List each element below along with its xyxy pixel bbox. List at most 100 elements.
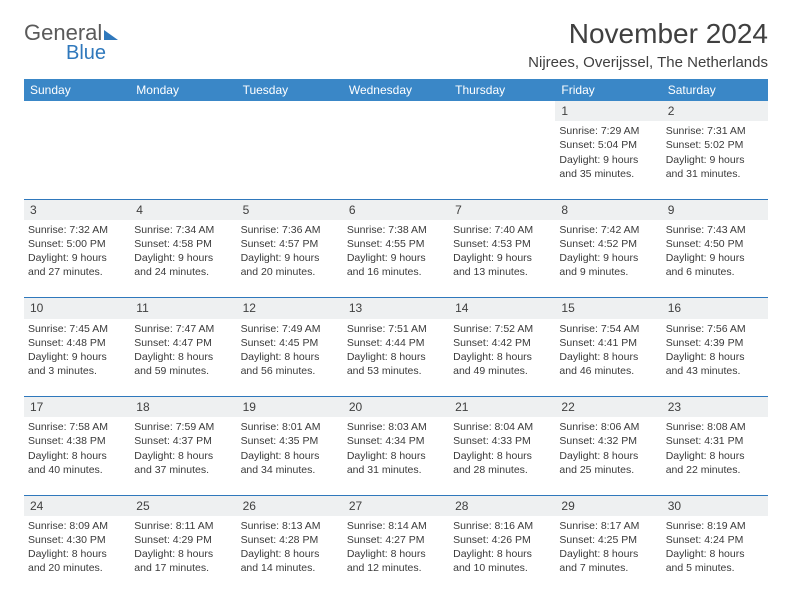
sunrise-text: Sunrise: 7:47 AM xyxy=(134,322,232,336)
daylight-text-2: and 14 minutes. xyxy=(241,561,339,575)
day-number-cell xyxy=(237,101,343,121)
day-info-cell: Sunrise: 8:19 AMSunset: 4:24 PMDaylight:… xyxy=(662,516,768,594)
daylight-text-1: Daylight: 8 hours xyxy=(28,449,126,463)
day-number-cell: 10 xyxy=(24,298,130,319)
daylight-text-2: and 27 minutes. xyxy=(28,265,126,279)
day-number-row: 12 xyxy=(24,101,768,121)
daylight-text-2: and 28 minutes. xyxy=(453,463,551,477)
calendar-body: 12 Sunrise: 7:29 AMSunset: 5:04 PMDaylig… xyxy=(24,101,768,594)
daylight-text-1: Daylight: 9 hours xyxy=(559,251,657,265)
daylight-text-2: and 31 minutes. xyxy=(347,463,445,477)
day-info-cell: Sunrise: 7:58 AMSunset: 4:38 PMDaylight:… xyxy=(24,417,130,495)
sunset-text: Sunset: 4:34 PM xyxy=(347,434,445,448)
day-info-cell xyxy=(24,121,130,199)
daylight-text-2: and 20 minutes. xyxy=(241,265,339,279)
day-info-row: Sunrise: 7:29 AMSunset: 5:04 PMDaylight:… xyxy=(24,121,768,199)
sunrise-text: Sunrise: 8:03 AM xyxy=(347,420,445,434)
day-number-cell xyxy=(343,101,449,121)
sunrise-text: Sunrise: 7:34 AM xyxy=(134,223,232,237)
day-number-cell: 8 xyxy=(555,199,661,220)
daylight-text-1: Daylight: 9 hours xyxy=(453,251,551,265)
sunset-text: Sunset: 4:50 PM xyxy=(666,237,764,251)
sunrise-text: Sunrise: 8:11 AM xyxy=(134,519,232,533)
day-number-cell: 5 xyxy=(237,199,343,220)
sunrise-text: Sunrise: 8:19 AM xyxy=(666,519,764,533)
daylight-text-1: Daylight: 9 hours xyxy=(134,251,232,265)
daylight-text-2: and 34 minutes. xyxy=(241,463,339,477)
sunset-text: Sunset: 4:30 PM xyxy=(28,533,126,547)
weekday-header: Friday xyxy=(555,79,661,101)
day-number-cell: 23 xyxy=(662,397,768,418)
sunrise-text: Sunrise: 7:31 AM xyxy=(666,124,764,138)
sunset-text: Sunset: 4:24 PM xyxy=(666,533,764,547)
sunset-text: Sunset: 4:53 PM xyxy=(453,237,551,251)
daylight-text-1: Daylight: 8 hours xyxy=(347,449,445,463)
daylight-text-1: Daylight: 8 hours xyxy=(347,547,445,561)
day-info-cell: Sunrise: 7:49 AMSunset: 4:45 PMDaylight:… xyxy=(237,319,343,397)
day-number-cell: 20 xyxy=(343,397,449,418)
daylight-text-1: Daylight: 8 hours xyxy=(559,547,657,561)
day-number-cell: 3 xyxy=(24,199,130,220)
day-info-cell: Sunrise: 7:31 AMSunset: 5:02 PMDaylight:… xyxy=(662,121,768,199)
daylight-text-2: and 22 minutes. xyxy=(666,463,764,477)
daylight-text-2: and 46 minutes. xyxy=(559,364,657,378)
sunset-text: Sunset: 4:31 PM xyxy=(666,434,764,448)
daylight-text-1: Daylight: 8 hours xyxy=(241,350,339,364)
weekday-header: Monday xyxy=(130,79,236,101)
title-block: November 2024 Nijrees, Overijssel, The N… xyxy=(528,18,768,71)
sunrise-text: Sunrise: 7:40 AM xyxy=(453,223,551,237)
daylight-text-1: Daylight: 8 hours xyxy=(559,449,657,463)
day-number-cell: 15 xyxy=(555,298,661,319)
sunrise-text: Sunrise: 7:51 AM xyxy=(347,322,445,336)
day-info-cell: Sunrise: 8:14 AMSunset: 4:27 PMDaylight:… xyxy=(343,516,449,594)
sunrise-text: Sunrise: 7:59 AM xyxy=(134,420,232,434)
daylight-text-2: and 37 minutes. xyxy=(134,463,232,477)
daylight-text-2: and 49 minutes. xyxy=(453,364,551,378)
daylight-text-2: and 6 minutes. xyxy=(666,265,764,279)
sunset-text: Sunset: 5:02 PM xyxy=(666,138,764,152)
day-number-cell: 12 xyxy=(237,298,343,319)
daylight-text-1: Daylight: 8 hours xyxy=(28,547,126,561)
daylight-text-2: and 35 minutes. xyxy=(559,167,657,181)
day-number-cell: 22 xyxy=(555,397,661,418)
day-info-cell: Sunrise: 8:09 AMSunset: 4:30 PMDaylight:… xyxy=(24,516,130,594)
day-info-row: Sunrise: 7:58 AMSunset: 4:38 PMDaylight:… xyxy=(24,417,768,495)
daylight-text-1: Daylight: 9 hours xyxy=(28,350,126,364)
day-info-cell: Sunrise: 8:03 AMSunset: 4:34 PMDaylight:… xyxy=(343,417,449,495)
day-info-cell xyxy=(449,121,555,199)
daylight-text-2: and 31 minutes. xyxy=(666,167,764,181)
day-number-cell: 30 xyxy=(662,495,768,516)
calendar-table: SundayMondayTuesdayWednesdayThursdayFrid… xyxy=(24,79,768,594)
daylight-text-1: Daylight: 9 hours xyxy=(666,251,764,265)
daylight-text-1: Daylight: 8 hours xyxy=(134,449,232,463)
sunset-text: Sunset: 4:32 PM xyxy=(559,434,657,448)
daylight-text-2: and 10 minutes. xyxy=(453,561,551,575)
day-info-cell: Sunrise: 8:04 AMSunset: 4:33 PMDaylight:… xyxy=(449,417,555,495)
weekday-header: Wednesday xyxy=(343,79,449,101)
day-info-cell xyxy=(237,121,343,199)
day-number-cell xyxy=(24,101,130,121)
sunset-text: Sunset: 4:28 PM xyxy=(241,533,339,547)
weekday-header: Thursday xyxy=(449,79,555,101)
daylight-text-2: and 40 minutes. xyxy=(28,463,126,477)
sunset-text: Sunset: 4:44 PM xyxy=(347,336,445,350)
day-info-cell: Sunrise: 8:11 AMSunset: 4:29 PMDaylight:… xyxy=(130,516,236,594)
sunset-text: Sunset: 5:00 PM xyxy=(28,237,126,251)
sunrise-text: Sunrise: 8:16 AM xyxy=(453,519,551,533)
sunrise-text: Sunrise: 8:09 AM xyxy=(28,519,126,533)
daylight-text-2: and 16 minutes. xyxy=(347,265,445,279)
weekday-header: Sunday xyxy=(24,79,130,101)
day-number-row: 17181920212223 xyxy=(24,397,768,418)
sunset-text: Sunset: 4:29 PM xyxy=(134,533,232,547)
day-info-cell: Sunrise: 7:43 AMSunset: 4:50 PMDaylight:… xyxy=(662,220,768,298)
day-number-cell xyxy=(130,101,236,121)
sunrise-text: Sunrise: 7:54 AM xyxy=(559,322,657,336)
day-number-cell: 6 xyxy=(343,199,449,220)
sunrise-text: Sunrise: 8:06 AM xyxy=(559,420,657,434)
daylight-text-1: Daylight: 8 hours xyxy=(666,547,764,561)
day-number-cell: 1 xyxy=(555,101,661,121)
sunset-text: Sunset: 4:27 PM xyxy=(347,533,445,547)
day-number-cell: 13 xyxy=(343,298,449,319)
sunrise-text: Sunrise: 7:49 AM xyxy=(241,322,339,336)
day-info-row: Sunrise: 8:09 AMSunset: 4:30 PMDaylight:… xyxy=(24,516,768,594)
